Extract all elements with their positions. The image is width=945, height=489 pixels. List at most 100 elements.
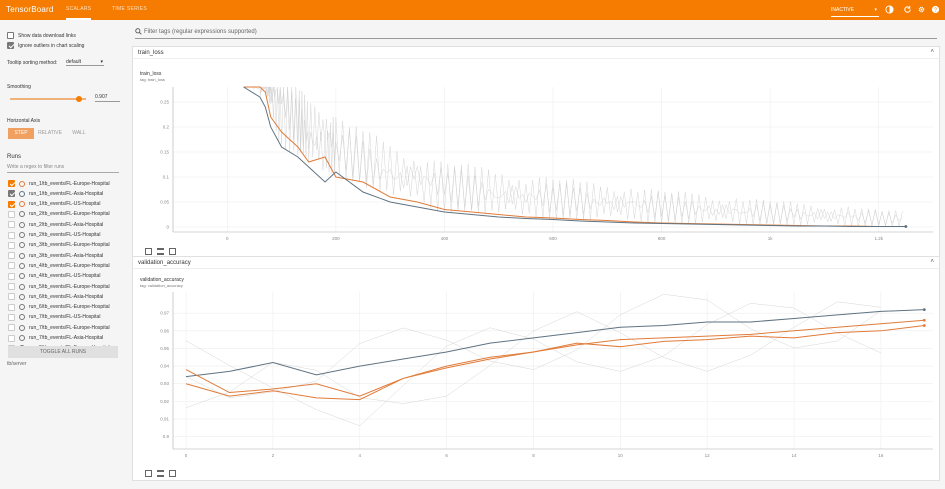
- y-tick-label: 0.91: [160, 417, 169, 422]
- run-radio[interactable]: [19, 262, 25, 269]
- y-tick-label: 0.93: [160, 381, 169, 386]
- smoothing-slider-track[interactable]: [10, 98, 86, 100]
- smoothing-value-input[interactable]: 0.907: [95, 94, 120, 102]
- tooltip-sorting-label: Tooltip sorting method:: [7, 60, 58, 66]
- tab-time-series[interactable]: TIME SERIES: [112, 6, 147, 12]
- series-end-point: [922, 308, 926, 312]
- x-tick-label: 0: [226, 236, 229, 241]
- x-tick-label: 2: [272, 453, 275, 458]
- tooltip-sorting-value: default: [66, 59, 82, 65]
- y-tick-label: 0.95: [160, 346, 169, 351]
- run-radio[interactable]: [19, 180, 25, 187]
- run-radio[interactable]: [19, 201, 25, 208]
- run-checkbox[interactable]: [8, 200, 15, 208]
- run-radio[interactable]: [19, 314, 25, 321]
- tag-filter-input[interactable]: Filter tags (regular expressions support…: [135, 27, 937, 39]
- run-radio[interactable]: [19, 221, 25, 228]
- help-icon[interactable]: ?: [931, 5, 940, 14]
- series-line: [243, 86, 906, 227]
- series-line: [243, 86, 906, 227]
- run-label: run_6/tb_events/FL-Europe-Hospital: [29, 304, 110, 311]
- expand-chart-icon[interactable]: [169, 470, 176, 477]
- toggle-all-runs-button[interactable]: TOGGLE ALL RUNS: [8, 346, 118, 358]
- run-radio[interactable]: [19, 283, 25, 290]
- show-download-checkbox[interactable]: [7, 32, 14, 39]
- haxis-step-button[interactable]: STEP: [8, 128, 34, 139]
- run-radio[interactable]: [19, 232, 25, 238]
- run-checkbox[interactable]: [8, 252, 15, 260]
- validation-accuracy-chart[interactable]: 0.9 0.91 0.92 0.93 0.94 0.95 0.96 0.97 0 2 4 6 8 10 12…: [133, 289, 939, 465]
- run-checkbox[interactable]: [8, 231, 15, 239]
- theme-toggle-icon[interactable]: [885, 5, 894, 14]
- run-label: run_6/tb_events/FL-Asia-Hospital: [29, 293, 104, 300]
- main-panel: Filter tags (regular expressions support…: [130, 20, 945, 489]
- run-radio[interactable]: [19, 273, 25, 280]
- run-radio[interactable]: [19, 242, 25, 249]
- haxis-wall-button[interactable]: WALL: [72, 130, 86, 136]
- toggle-log-scale-icon[interactable]: [157, 470, 164, 477]
- smoothing-slider-handle[interactable]: [75, 96, 82, 102]
- run-checkbox[interactable]: [8, 324, 15, 332]
- refresh-icon[interactable]: [903, 5, 912, 14]
- run-checkbox[interactable]: [8, 283, 15, 290]
- train-loss-card-header[interactable]: train_loss ˄: [133, 47, 939, 59]
- run-label: run_2/tb_events/FL-Europe-Hospital: [29, 211, 110, 218]
- run-label: run_3/tb_events/FL-Europe-Hospital: [29, 242, 110, 249]
- chart-title: validation_accuracy: [140, 277, 184, 283]
- series-end-point: [922, 318, 926, 322]
- validation-accuracy-card-header[interactable]: validation_accuracy ˄: [133, 257, 939, 269]
- run-checkbox[interactable]: [8, 272, 15, 280]
- run-checkbox[interactable]: [8, 313, 15, 321]
- chevron-down-icon: ▾: [100, 59, 103, 65]
- x-tick-label: 1.2k: [874, 236, 883, 241]
- run-checkbox[interactable]: [8, 262, 15, 270]
- run-radio[interactable]: [19, 304, 25, 311]
- run-checkbox[interactable]: [8, 334, 15, 342]
- tab-scalars[interactable]: SCALARS: [66, 6, 92, 20]
- run-radio[interactable]: [19, 190, 25, 197]
- run-checkbox[interactable]: [8, 221, 15, 229]
- sidebar: Show data download links Ignore outliers…: [0, 20, 127, 489]
- run-radio[interactable]: [19, 252, 25, 259]
- x-tick-label: 200: [332, 236, 340, 241]
- haxis-relative-button[interactable]: RELATIVE: [38, 130, 62, 136]
- run-checkbox[interactable]: [8, 303, 15, 311]
- top-app-bar: TensorBoard SCALARS TIME SERIES INACTIVE…: [0, 0, 945, 20]
- card-title: validation_accuracy: [138, 260, 191, 266]
- fit-domain-icon[interactable]: [145, 470, 152, 477]
- mode-dropdown[interactable]: INACTIVE ▾: [831, 3, 879, 17]
- run-checkbox[interactable]: [8, 180, 15, 187]
- run-radio[interactable]: [19, 335, 25, 341]
- run-label: run_1/tb_events/FL-Asia-Hospital: [29, 190, 104, 197]
- run-checkbox[interactable]: [8, 190, 15, 198]
- chart-subtitle: tag: validation_accuracy: [140, 283, 183, 288]
- run-label: run_3/tb_events/FL-Asia-Hospital: [29, 252, 104, 259]
- runs-filter-input[interactable]: Write a regex to filter runs: [7, 164, 119, 173]
- chevron-up-icon: ˄: [930, 259, 934, 265]
- run-checkbox[interactable]: [8, 241, 15, 249]
- tooltip-sorting-select[interactable]: default ▾: [66, 57, 104, 66]
- fit-domain-icon[interactable]: [145, 248, 152, 255]
- run-label: run_1/tb_events/FL-Europe-Hospital: [29, 180, 110, 187]
- ignore-outliers-checkbox[interactable]: [7, 42, 14, 49]
- run-radio[interactable]: [19, 324, 25, 331]
- show-download-label: Show data download links: [18, 33, 76, 39]
- run-radio[interactable]: [19, 211, 25, 218]
- expand-chart-icon[interactable]: [169, 248, 176, 255]
- run-checkbox[interactable]: [8, 210, 15, 218]
- x-tick-label: 0: [185, 453, 188, 458]
- chart-title: train_loss: [140, 71, 162, 77]
- x-tick-label: 10: [618, 453, 624, 458]
- run-label: run_4/tb_events/FL-US-Hospital: [29, 273, 101, 280]
- y-tick-label: 0.05: [160, 200, 169, 205]
- toggle-log-scale-icon[interactable]: [157, 248, 164, 255]
- run-label: run_2/tb_events/FL-US-Hospital: [29, 232, 101, 238]
- run-checkbox[interactable]: [8, 293, 15, 301]
- x-tick-label: 1k: [768, 236, 774, 241]
- gear-icon[interactable]: [917, 5, 926, 14]
- run-radio[interactable]: [19, 293, 25, 300]
- run-label: run_1/tb_events/FL-US-Hospital: [29, 201, 101, 208]
- train-loss-chart[interactable]: 0 0.05 0.1 0.15 0.2 0.25 0 200 400 600 800 1k 1.2k: [133, 84, 939, 244]
- svg-text:?: ?: [934, 8, 937, 14]
- raw-series-line: [243, 86, 903, 227]
